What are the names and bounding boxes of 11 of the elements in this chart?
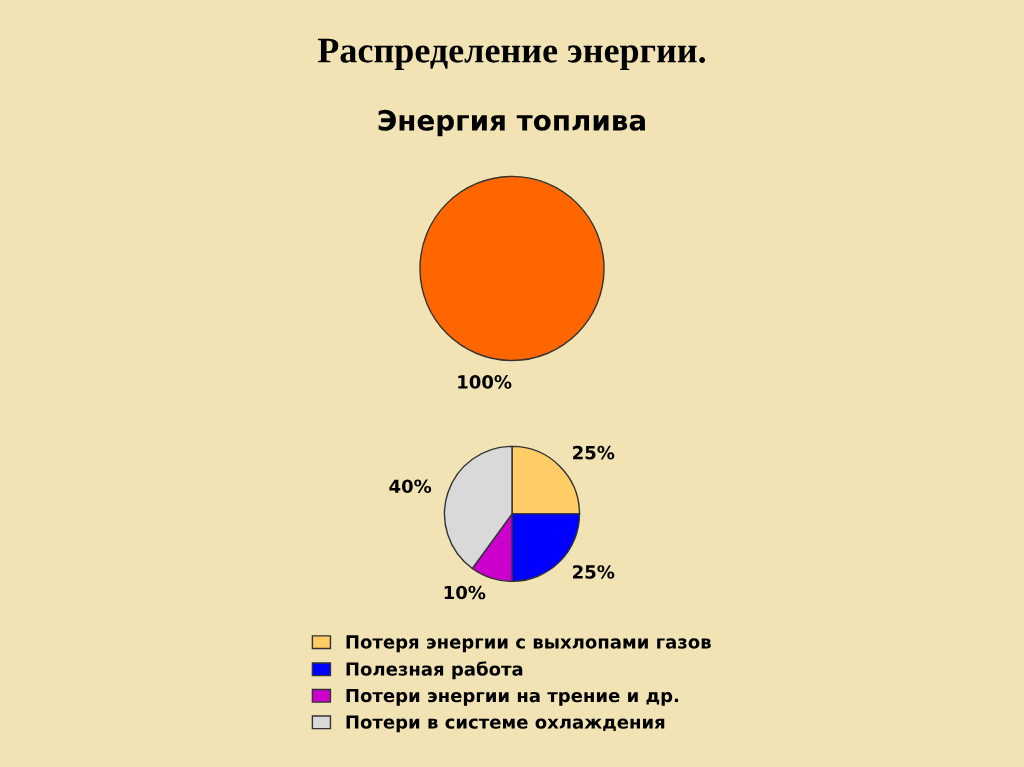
data-label: 10% [444, 585, 486, 600]
data-label: 25% [573, 565, 615, 579]
legend-label: Потери энергии на трение и др. [346, 688, 679, 706]
chart-title: Распределение энергии. [317, 38, 706, 71]
legend-label: Полезная работа [346, 661, 523, 680]
legend-label: Потери в системе охлаждения [346, 715, 665, 733]
chart-subtitle: Энергия топлива [378, 109, 645, 137]
data-label: 25% [573, 445, 615, 460]
data-label: 100% [458, 375, 512, 389]
legend-label: Потеря энергии с выхлопами газов [346, 635, 711, 653]
data-label: 40% [389, 479, 432, 494]
